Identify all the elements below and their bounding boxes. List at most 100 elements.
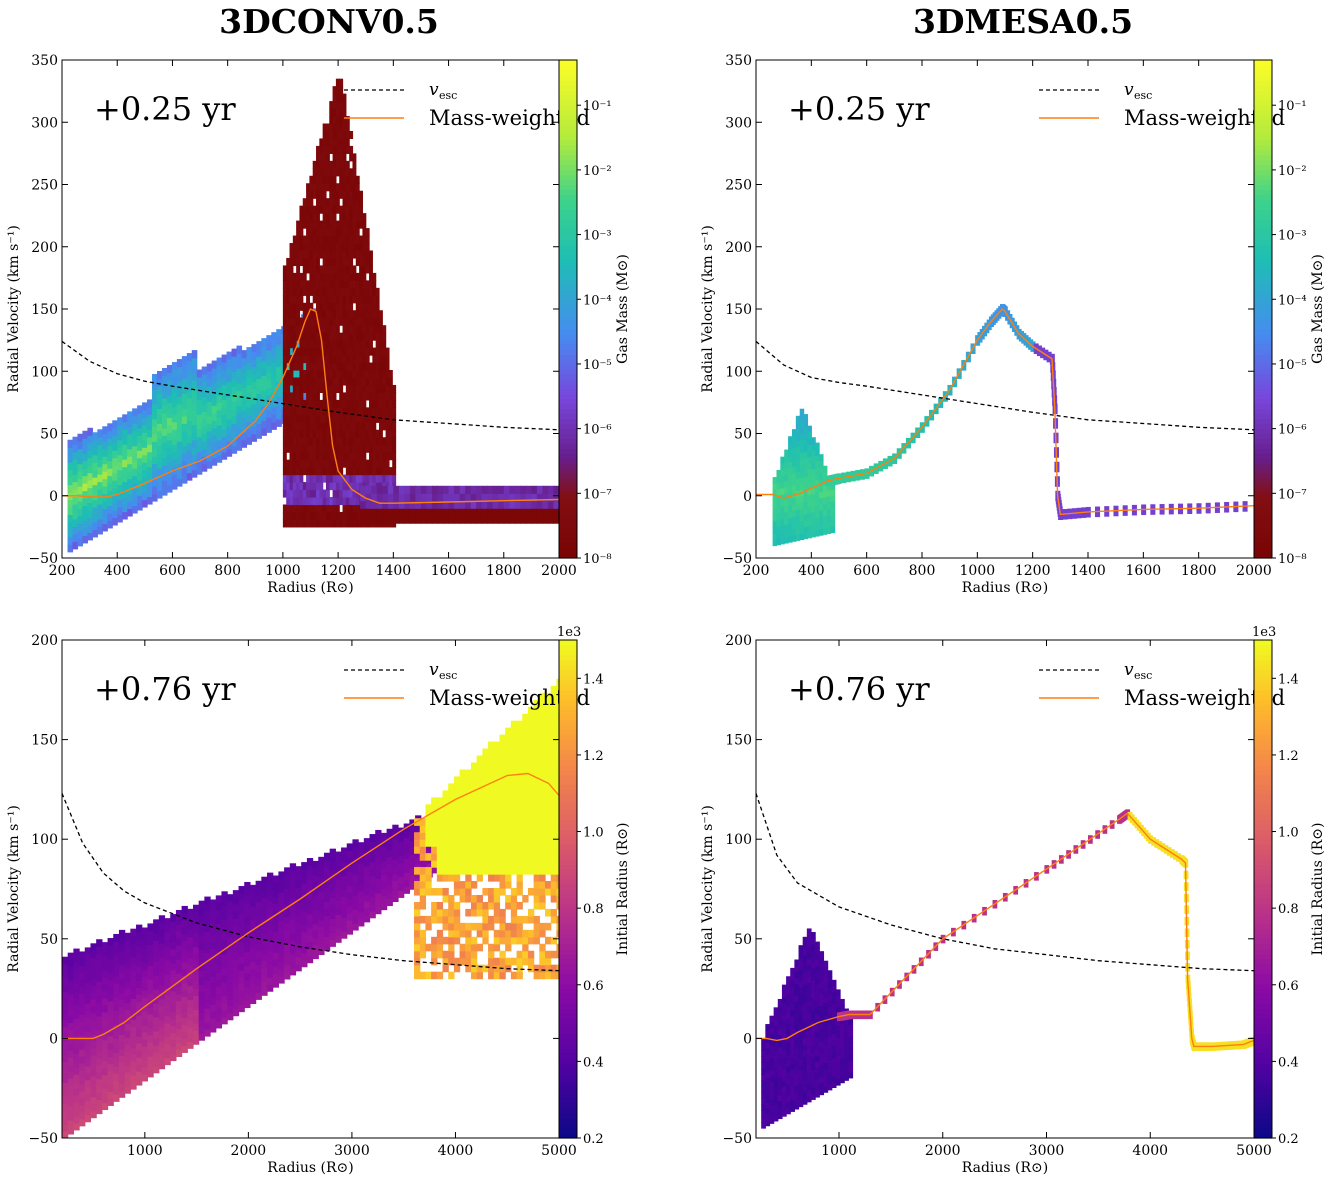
heatmap-cell [505, 901, 512, 910]
heatmap-cell [454, 485, 461, 494]
heatmap-cell [365, 508, 372, 517]
heatmap-cell [323, 887, 331, 896]
heatmap-cell [186, 412, 193, 421]
heatmap-cell [799, 464, 805, 472]
heatmap-cell [465, 515, 472, 524]
heatmap-cell [141, 1004, 149, 1012]
heatmap-cell [319, 377, 324, 386]
heatmap-cell [112, 480, 118, 489]
heatmap-cell [514, 493, 521, 502]
heatmap-cell [499, 783, 506, 791]
heatmap-cell [316, 519, 320, 528]
heatmap-cell [459, 493, 466, 502]
heatmap-cell [369, 422, 373, 431]
heatmap-cell [403, 879, 410, 887]
heatmap-cell [113, 1017, 120, 1026]
heatmap-cell [306, 407, 310, 416]
heatmap-cell [309, 205, 314, 214]
heatmap-cell [249, 982, 257, 991]
heatmap-cell [319, 175, 324, 184]
heatmap-cell [97, 489, 103, 498]
heatmap-cell [256, 400, 262, 409]
heatmap-cell [296, 414, 301, 423]
heatmap-cell [161, 397, 168, 406]
heatmap-cell [221, 947, 228, 955]
heatmap-cell [272, 924, 280, 932]
heatmap-cell [107, 430, 113, 439]
heatmap-cell [448, 500, 455, 509]
heatmap-cell [309, 489, 314, 498]
heatmap-cell [312, 377, 317, 386]
heatmap-cell [142, 402, 148, 411]
heatmap-cell [795, 453, 801, 460]
y-tick-label: 100 [725, 364, 752, 380]
heatmap-cell [216, 417, 223, 426]
heatmap-cell [372, 325, 377, 334]
heatmap-cell [102, 508, 108, 517]
heatmap-cell [286, 467, 291, 476]
heatmap-cell [147, 1028, 154, 1036]
heatmap-cell [153, 1051, 160, 1060]
colorbar-segment [559, 438, 577, 445]
heatmap-cell [372, 295, 377, 304]
heatmap-cell [470, 860, 478, 868]
colorbar-segment [1254, 254, 1272, 260]
heatmap-cell [505, 853, 512, 861]
heatmap-cell [286, 347, 291, 356]
heatmap-cell [329, 370, 334, 379]
heatmap-cell [232, 994, 240, 1003]
heatmap-cell [147, 414, 153, 423]
heatmap-cell [176, 456, 183, 465]
heatmap-cell [465, 957, 472, 966]
colorbar-tick-label: 10⁻⁵ [583, 358, 612, 373]
heatmap-cell [341, 903, 348, 911]
heatmap-cell [198, 928, 205, 937]
colorbar-segment [559, 199, 577, 206]
heatmap-cell [96, 1106, 103, 1115]
heatmap-cell [414, 881, 421, 889]
colorbar-segment [559, 99, 577, 106]
heatmap-cell [101, 1032, 109, 1041]
heatmap-cell [362, 332, 367, 341]
heatmap-cell [323, 873, 331, 882]
heatmap-cell [118, 964, 126, 973]
heatmap-cell [107, 445, 113, 454]
heatmap-cell [527, 888, 535, 896]
heatmap-cell [309, 272, 314, 281]
heatmap-cell [335, 886, 342, 894]
heatmap-cell [319, 243, 324, 252]
y-tick-label: 300 [725, 115, 752, 131]
heatmap-cell [335, 865, 342, 874]
colorbar-segment [1254, 99, 1272, 106]
heatmap-cell [339, 175, 344, 184]
heatmap-cell [196, 414, 203, 423]
heatmap-cell [349, 175, 354, 184]
heatmap-cell [335, 295, 340, 304]
heatmap-cell [329, 377, 334, 386]
colorbar-segment [559, 423, 577, 430]
colorbar-segment [559, 124, 577, 131]
heatmap-cell [492, 500, 499, 509]
heatmap-cell [312, 909, 319, 918]
heatmap-cell [352, 160, 357, 169]
heatmap-cell [807, 444, 812, 452]
heatmap-cell [482, 964, 489, 973]
heatmap-cell [335, 407, 340, 416]
heatmap-cell [365, 377, 370, 386]
heatmap-cell [533, 783, 540, 791]
heatmap-cell [77, 508, 84, 517]
heatmap-cell [819, 497, 824, 505]
heatmap-cell [84, 1024, 92, 1032]
heatmap-cell [362, 257, 367, 267]
heatmap-cell [533, 769, 540, 778]
heatmap-cell [255, 950, 262, 959]
heatmap-cell [470, 908, 478, 917]
heatmap-cell [312, 867, 319, 876]
heatmap-cell [482, 811, 489, 819]
heatmap-cell [325, 519, 330, 528]
heatmap-cell [375, 878, 382, 887]
heatmap-cell [542, 515, 549, 524]
heatmap-cell [286, 332, 291, 341]
heatmap-cell [312, 895, 319, 904]
heatmap-cell [289, 926, 297, 934]
